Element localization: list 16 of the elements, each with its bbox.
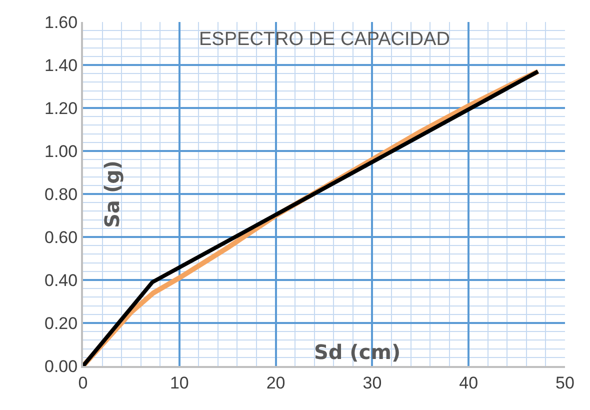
y-tick-label: 0.60 <box>44 228 78 247</box>
x-tick-label: 20 <box>266 373 286 392</box>
y-axis-title: Sa (g) <box>100 160 124 228</box>
y-tick-label: 0.20 <box>44 314 78 333</box>
x-tick-label: 10 <box>170 373 189 392</box>
y-tick-label: 0.00 <box>44 356 78 376</box>
x-tick-label: 30 <box>362 373 382 392</box>
y-tick-label: 1.60 <box>44 12 78 32</box>
y-tick-label: 0.40 <box>44 270 78 290</box>
x-tick-label: 50 <box>556 373 574 392</box>
y-tick-label: 0.80 <box>44 184 78 204</box>
y-tick-label: 1.20 <box>44 98 78 118</box>
x-tick-label: 40 <box>459 373 478 392</box>
x-tick-label: 0 <box>78 373 88 392</box>
y-tick-label: 1.40 <box>44 56 78 75</box>
y-tick-label: 1.00 <box>44 142 78 161</box>
